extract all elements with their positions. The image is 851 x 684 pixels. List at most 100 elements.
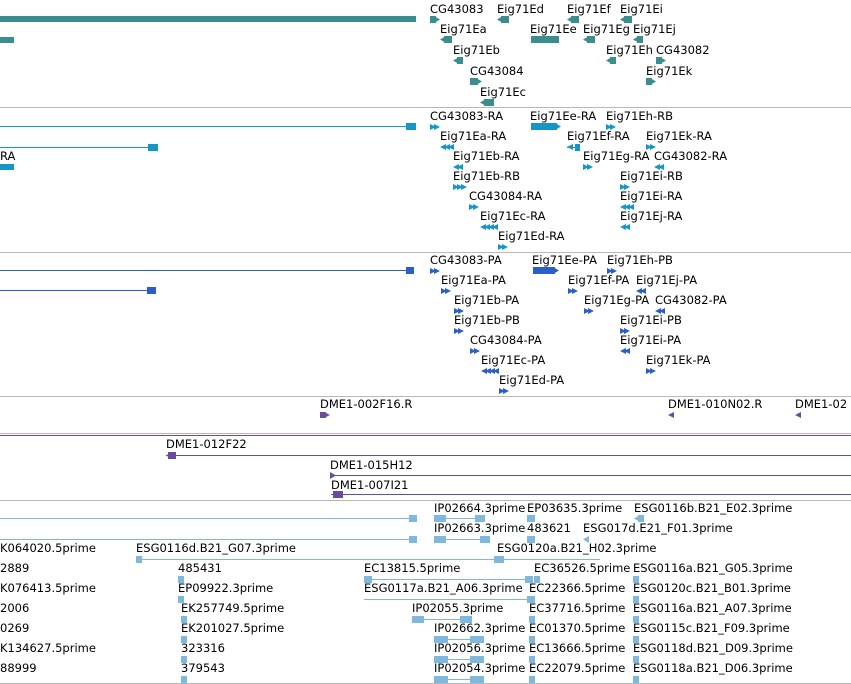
transcript-label[interactable]: CG43083-RA xyxy=(430,109,504,123)
feature-block[interactable] xyxy=(633,596,639,603)
gene-label[interactable]: Eig71Ef xyxy=(567,2,611,16)
feature-block[interactable] xyxy=(470,636,484,643)
transcript-label[interactable]: RA xyxy=(0,149,16,163)
feature-block[interactable] xyxy=(575,144,580,151)
feature-block[interactable] xyxy=(406,123,416,130)
feature-block[interactable] xyxy=(444,36,452,43)
feature-block[interactable] xyxy=(320,412,326,418)
est-label[interactable]: EK257749.5prime xyxy=(181,601,285,615)
transcript-label[interactable]: Eig71Ei-RA xyxy=(620,189,683,203)
est-label[interactable]: 88999 xyxy=(0,661,37,675)
feature-block[interactable] xyxy=(0,164,14,170)
feature-block[interactable] xyxy=(527,515,535,522)
feature-block[interactable] xyxy=(529,616,535,623)
feature-block[interactable] xyxy=(430,16,436,23)
est-label[interactable]: ESG0117a.B21_A06.3prime xyxy=(364,581,523,595)
feature-block[interactable] xyxy=(646,78,652,85)
gene-label[interactable]: Eig71Eb xyxy=(453,43,500,57)
feature-block[interactable] xyxy=(637,36,643,43)
feature-block[interactable] xyxy=(412,616,424,623)
feature-block[interactable] xyxy=(525,576,533,583)
protein-label[interactable]: Eig71Ea-PA xyxy=(441,273,506,287)
transcript-label[interactable]: Eig71Ek-RA xyxy=(646,129,712,143)
est-label[interactable]: IP02663.3prime xyxy=(434,521,526,535)
est-label[interactable]: 485431 xyxy=(178,561,222,575)
est-label[interactable]: IP02664.3prime xyxy=(434,501,526,515)
feature-block[interactable] xyxy=(470,78,478,85)
feature-block[interactable] xyxy=(434,536,446,543)
clone-end-label[interactable]: DME1-02 xyxy=(795,397,848,411)
feature-block[interactable] xyxy=(364,576,372,583)
feature-block[interactable] xyxy=(633,676,639,683)
est-label[interactable]: 0269 xyxy=(0,621,30,635)
est-label[interactable]: ESG0120c.B21_B01.3prime xyxy=(633,581,791,595)
gene-label[interactable]: Eig71Eh xyxy=(606,43,653,57)
est-label[interactable]: 379543 xyxy=(181,661,225,675)
transcript-label[interactable]: CG43082-RA xyxy=(654,149,728,163)
transcript-label[interactable]: Eig71Ei-RB xyxy=(620,169,683,183)
feature-block[interactable] xyxy=(633,616,639,623)
est-label[interactable]: EC36526.5prime xyxy=(534,561,631,575)
est-label[interactable]: EC01370.5prime xyxy=(529,621,626,635)
gene-feature[interactable] xyxy=(531,36,559,43)
est-label[interactable]: EC22366.5prime xyxy=(529,581,626,595)
protein-label[interactable]: Eig71Ek-PA xyxy=(646,353,711,367)
feature-block[interactable] xyxy=(531,123,557,130)
est-label[interactable]: 2889 xyxy=(0,561,30,575)
est-label[interactable]: EC13815.5prime xyxy=(364,561,461,575)
transcript-label[interactable]: Eig71Ec-RA xyxy=(480,209,546,223)
est-label[interactable]: 2006 xyxy=(0,601,30,615)
feature-block[interactable] xyxy=(136,556,142,563)
feature-block[interactable] xyxy=(181,656,187,663)
gene-label[interactable]: Eig71Ek xyxy=(646,64,693,78)
gene-label[interactable]: Eig71Ej xyxy=(633,22,676,36)
clone-label[interactable]: DME1-007I21 xyxy=(331,478,409,492)
feature-block[interactable] xyxy=(494,556,504,563)
feature-block[interactable] xyxy=(470,656,484,663)
protein-label[interactable]: Eig71Eh-PB xyxy=(607,253,673,267)
protein-label[interactable]: Eig71Ei-PB xyxy=(620,313,682,327)
gene-label[interactable]: Eig71Ee xyxy=(530,22,577,36)
feature-block[interactable] xyxy=(178,576,184,583)
transcript-label[interactable]: Eig71Eh-RB xyxy=(606,109,673,123)
feature-block[interactable] xyxy=(181,636,187,643)
est-label[interactable]: ESG017d.E21_F01.3prime xyxy=(583,521,733,535)
est-label[interactable]: ESG0118d.B21_D09.3prime xyxy=(633,641,793,655)
feature-block[interactable] xyxy=(434,515,446,522)
est-label[interactable]: ESG0118a.B21_D06.3prime xyxy=(633,661,793,675)
gene-feature[interactable] xyxy=(0,37,14,43)
est-label[interactable]: ESG0116b.B21_E02.3prime xyxy=(634,501,793,515)
protein-label[interactable]: Eig71Ei-PA xyxy=(620,333,682,347)
feature-block[interactable] xyxy=(484,99,494,106)
protein-label[interactable]: Eig71Ej-PA xyxy=(636,273,698,287)
feature-block[interactable] xyxy=(434,656,448,663)
est-label[interactable]: EC37716.5prime xyxy=(529,601,626,615)
feature-block[interactable] xyxy=(624,16,632,23)
feature-block[interactable] xyxy=(529,636,535,643)
est-label[interactable]: 323316 xyxy=(181,641,225,655)
est-label[interactable]: 483621 xyxy=(527,521,571,535)
feature-block[interactable] xyxy=(527,536,535,543)
gene-label[interactable]: CG43084 xyxy=(470,64,524,78)
gene-label[interactable]: Eig71Ed xyxy=(497,2,544,16)
est-label[interactable]: IP02054.3prime xyxy=(434,661,526,675)
protein-label[interactable]: CG43083-PA xyxy=(430,253,502,267)
feature-block[interactable] xyxy=(529,596,535,603)
est-label[interactable]: EC13666.5prime xyxy=(529,641,626,655)
feature-block[interactable] xyxy=(181,616,187,623)
gene-label[interactable]: Eig71Ei xyxy=(620,2,663,16)
feature-block[interactable] xyxy=(148,144,158,151)
gene-label[interactable]: Eig71Ea xyxy=(440,22,487,36)
protein-label[interactable]: Eig71Eg-PA xyxy=(584,293,650,307)
protein-label[interactable]: CG43082-PA xyxy=(655,293,727,307)
feature-block[interactable] xyxy=(409,515,417,522)
transcript-label[interactable]: Eig71Eg-RA xyxy=(583,149,650,163)
clone-end-label[interactable]: DME1-010N02.R xyxy=(668,397,763,411)
feature-block[interactable] xyxy=(147,287,156,294)
protein-label[interactable]: Eig71Ec-PA xyxy=(481,353,546,367)
est-label[interactable]: EC22079.5prime xyxy=(529,661,626,675)
clone-label[interactable]: DME1-015H12 xyxy=(330,458,413,472)
protein-label[interactable]: Eig71Eb-PA xyxy=(454,293,520,307)
est-label[interactable]: EP09922.3prime xyxy=(178,581,274,595)
est-label[interactable]: K134627.5prime xyxy=(0,641,96,655)
